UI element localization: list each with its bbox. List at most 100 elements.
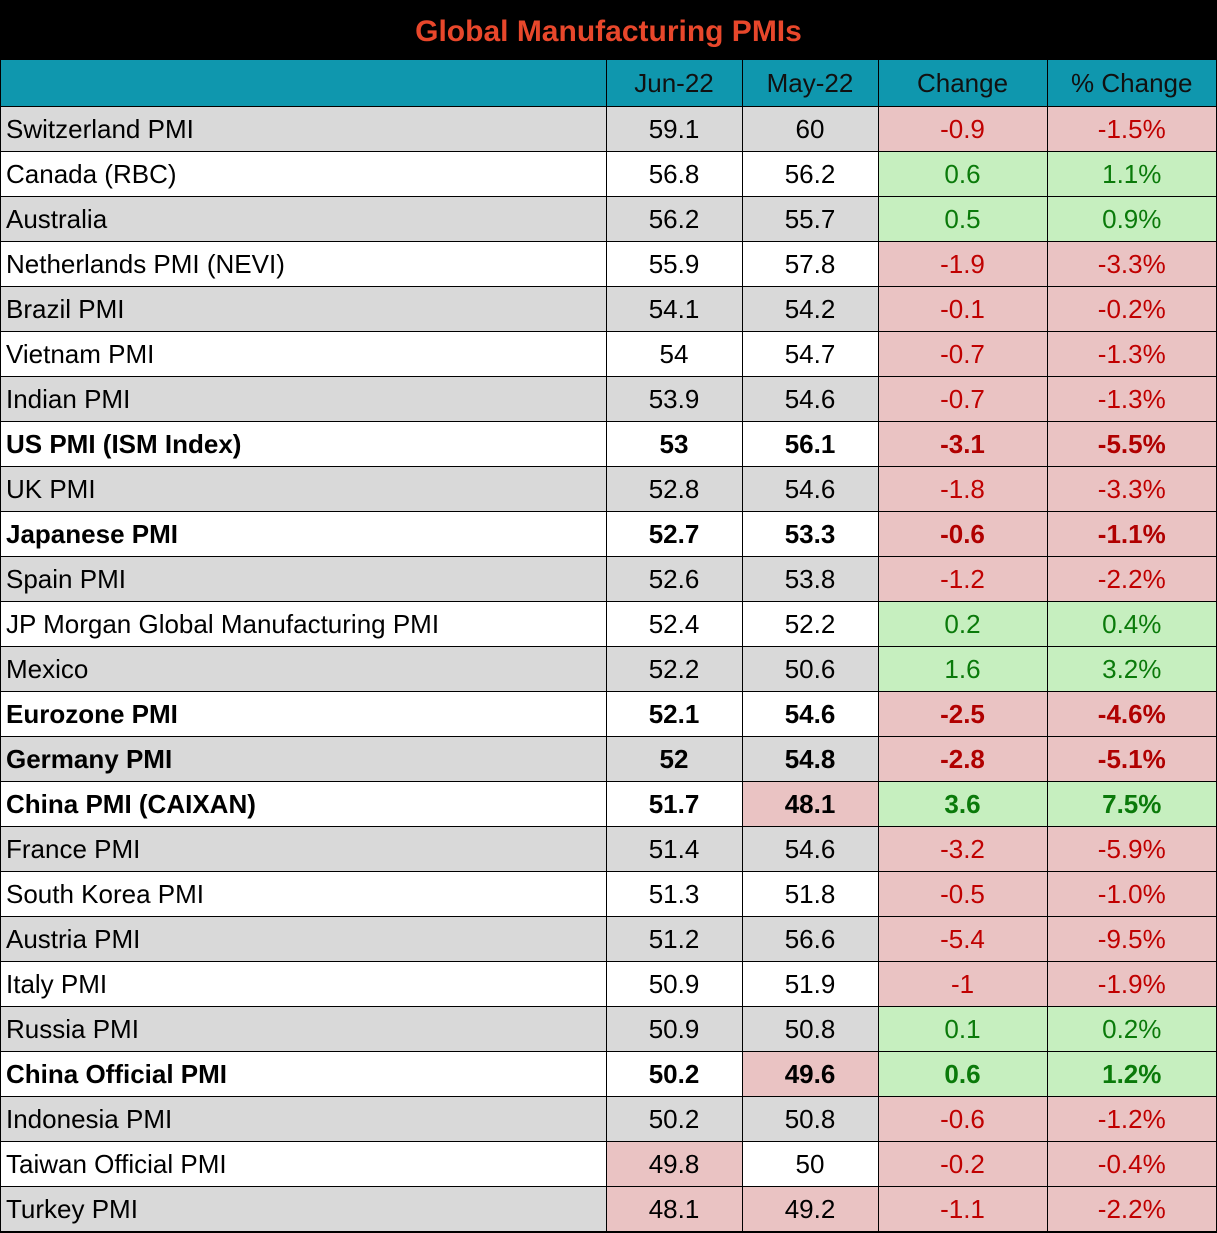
header-change: Change bbox=[877, 60, 1047, 107]
change-cell: 0.2 bbox=[877, 601, 1047, 647]
row-name-cell: Canada (RBC) bbox=[1, 151, 606, 197]
may-22-cell: 50.6 bbox=[741, 646, 878, 692]
table-row: China PMI (CAIXAN) 51.7 48.1 3.6 7.5% bbox=[1, 781, 1216, 827]
table-title: Global Manufacturing PMIs bbox=[1, 1, 1216, 60]
jun-22-cell: 55.9 bbox=[605, 241, 742, 287]
row-name-cell: Switzerland PMI bbox=[1, 106, 606, 152]
pct-change-cell: 0.2% bbox=[1046, 1006, 1216, 1052]
pct-change-cell: -9.5% bbox=[1046, 916, 1216, 962]
change-cell: -2.8 bbox=[877, 736, 1047, 782]
table-row: Russia PMI 50.9 50.8 0.1 0.2% bbox=[1, 1006, 1216, 1052]
pct-change-cell: 7.5% bbox=[1046, 781, 1216, 827]
table-row: Indian PMI 53.9 54.6 -0.7 -1.3% bbox=[1, 376, 1216, 422]
pct-change-cell: -2.2% bbox=[1046, 556, 1216, 602]
change-cell: -0.5 bbox=[877, 871, 1047, 917]
change-cell: -0.6 bbox=[877, 511, 1047, 557]
table-row: Netherlands PMI (NEVI) 55.9 57.8 -1.9 -3.3% bbox=[1, 241, 1216, 287]
row-name-cell: Italy PMI bbox=[1, 961, 606, 1007]
header-row: Jun-22 May-22 Change % Change bbox=[1, 60, 1216, 107]
row-name-cell: France PMI bbox=[1, 826, 606, 872]
row-name-cell: Austria PMI bbox=[1, 916, 606, 962]
may-22-cell: 54.2 bbox=[741, 286, 878, 332]
jun-22-cell: 52 bbox=[605, 736, 742, 782]
pct-change-cell: 0.4% bbox=[1046, 601, 1216, 647]
jun-22-cell: 50.2 bbox=[605, 1096, 742, 1142]
pct-change-cell: -5.5% bbox=[1046, 421, 1216, 467]
may-22-cell: 54.6 bbox=[741, 376, 878, 422]
may-22-cell: 56.1 bbox=[741, 421, 878, 467]
jun-22-cell: 51.2 bbox=[605, 916, 742, 962]
change-cell: -3.2 bbox=[877, 826, 1047, 872]
jun-22-cell: 51.3 bbox=[605, 871, 742, 917]
pct-change-cell: -4.6% bbox=[1046, 691, 1216, 737]
may-22-cell: 54.8 bbox=[741, 736, 878, 782]
may-22-cell: 56.2 bbox=[741, 151, 878, 197]
row-name-cell: China PMI (CAIXAN) bbox=[1, 781, 606, 827]
table-row: Australia 56.2 55.7 0.5 0.9% bbox=[1, 196, 1216, 242]
row-name-cell: Indonesia PMI bbox=[1, 1096, 606, 1142]
pct-change-cell: -3.3% bbox=[1046, 241, 1216, 287]
row-name-cell: Vietnam PMI bbox=[1, 331, 606, 377]
may-22-cell: 50 bbox=[741, 1141, 878, 1187]
jun-22-cell: 54.1 bbox=[605, 286, 742, 332]
table-row: Switzerland PMI 59.1 60 -0.9 -1.5% bbox=[1, 106, 1216, 152]
pct-change-cell: -1.5% bbox=[1046, 106, 1216, 152]
pct-change-cell: -1.1% bbox=[1046, 511, 1216, 557]
change-cell: -0.7 bbox=[877, 331, 1047, 377]
jun-22-cell: 48.1 bbox=[605, 1186, 742, 1232]
jun-22-cell: 52.8 bbox=[605, 466, 742, 512]
may-22-cell: 56.6 bbox=[741, 916, 878, 962]
may-22-cell: 50.8 bbox=[741, 1006, 878, 1052]
jun-22-cell: 52.1 bbox=[605, 691, 742, 737]
table-row: US PMI (ISM Index) 53 56.1 -3.1 -5.5% bbox=[1, 421, 1216, 467]
pct-change-cell: -3.3% bbox=[1046, 466, 1216, 512]
table-row: Spain PMI 52.6 53.8 -1.2 -2.2% bbox=[1, 556, 1216, 602]
pct-change-cell: -1.3% bbox=[1046, 331, 1216, 377]
change-cell: 0.6 bbox=[877, 151, 1047, 197]
table-row: South Korea PMI 51.3 51.8 -0.5 -1.0% bbox=[1, 871, 1216, 917]
may-22-cell: 50.8 bbox=[741, 1096, 878, 1142]
may-22-cell: 51.8 bbox=[741, 871, 878, 917]
table-row: Taiwan Official PMI 49.8 50 -0.2 -0.4% bbox=[1, 1141, 1216, 1187]
pct-change-cell: 1.1% bbox=[1046, 151, 1216, 197]
pct-change-cell: 1.2% bbox=[1046, 1051, 1216, 1097]
change-cell: -0.9 bbox=[877, 106, 1047, 152]
may-22-cell: 51.9 bbox=[741, 961, 878, 1007]
change-cell: 0.6 bbox=[877, 1051, 1047, 1097]
change-cell: -1.9 bbox=[877, 241, 1047, 287]
may-22-cell: 53.8 bbox=[741, 556, 878, 602]
may-22-cell: 54.7 bbox=[741, 331, 878, 377]
jun-22-cell: 52.2 bbox=[605, 646, 742, 692]
row-name-cell: Netherlands PMI (NEVI) bbox=[1, 241, 606, 287]
row-name-cell: Brazil PMI bbox=[1, 286, 606, 332]
may-22-cell: 57.8 bbox=[741, 241, 878, 287]
pct-change-cell: -5.9% bbox=[1046, 826, 1216, 872]
may-22-cell: 48.1 bbox=[741, 781, 878, 827]
change-cell: -3.1 bbox=[877, 421, 1047, 467]
change-cell: 0.1 bbox=[877, 1006, 1047, 1052]
jun-22-cell: 53.9 bbox=[605, 376, 742, 422]
jun-22-cell: 56.2 bbox=[605, 196, 742, 242]
change-cell: 0.5 bbox=[877, 196, 1047, 242]
may-22-cell: 55.7 bbox=[741, 196, 878, 242]
pct-change-cell: -1.2% bbox=[1046, 1096, 1216, 1142]
table-row: France PMI 51.4 54.6 -3.2 -5.9% bbox=[1, 826, 1216, 872]
table-row: Germany PMI 52 54.8 -2.8 -5.1% bbox=[1, 736, 1216, 782]
row-name-cell: Australia bbox=[1, 196, 606, 242]
row-name-cell: Eurozone PMI bbox=[1, 691, 606, 737]
table-row: Austria PMI 51.2 56.6 -5.4 -9.5% bbox=[1, 916, 1216, 962]
pct-change-cell: -1.3% bbox=[1046, 376, 1216, 422]
change-cell: -0.2 bbox=[877, 1141, 1047, 1187]
row-name-cell: South Korea PMI bbox=[1, 871, 606, 917]
pmi-table: Jun-22 May-22 Change % Change Switzerlan… bbox=[1, 60, 1216, 1232]
jun-22-cell: 51.7 bbox=[605, 781, 742, 827]
table-row: Japanese PMI 52.7 53.3 -0.6 -1.1% bbox=[1, 511, 1216, 557]
header-name bbox=[1, 60, 606, 107]
pct-change-cell: -2.2% bbox=[1046, 1186, 1216, 1232]
table-row: Canada (RBC) 56.8 56.2 0.6 1.1% bbox=[1, 151, 1216, 197]
jun-22-cell: 52.7 bbox=[605, 511, 742, 557]
header-pct-change: % Change bbox=[1046, 60, 1216, 107]
jun-22-cell: 52.4 bbox=[605, 601, 742, 647]
jun-22-cell: 51.4 bbox=[605, 826, 742, 872]
row-name-cell: US PMI (ISM Index) bbox=[1, 421, 606, 467]
